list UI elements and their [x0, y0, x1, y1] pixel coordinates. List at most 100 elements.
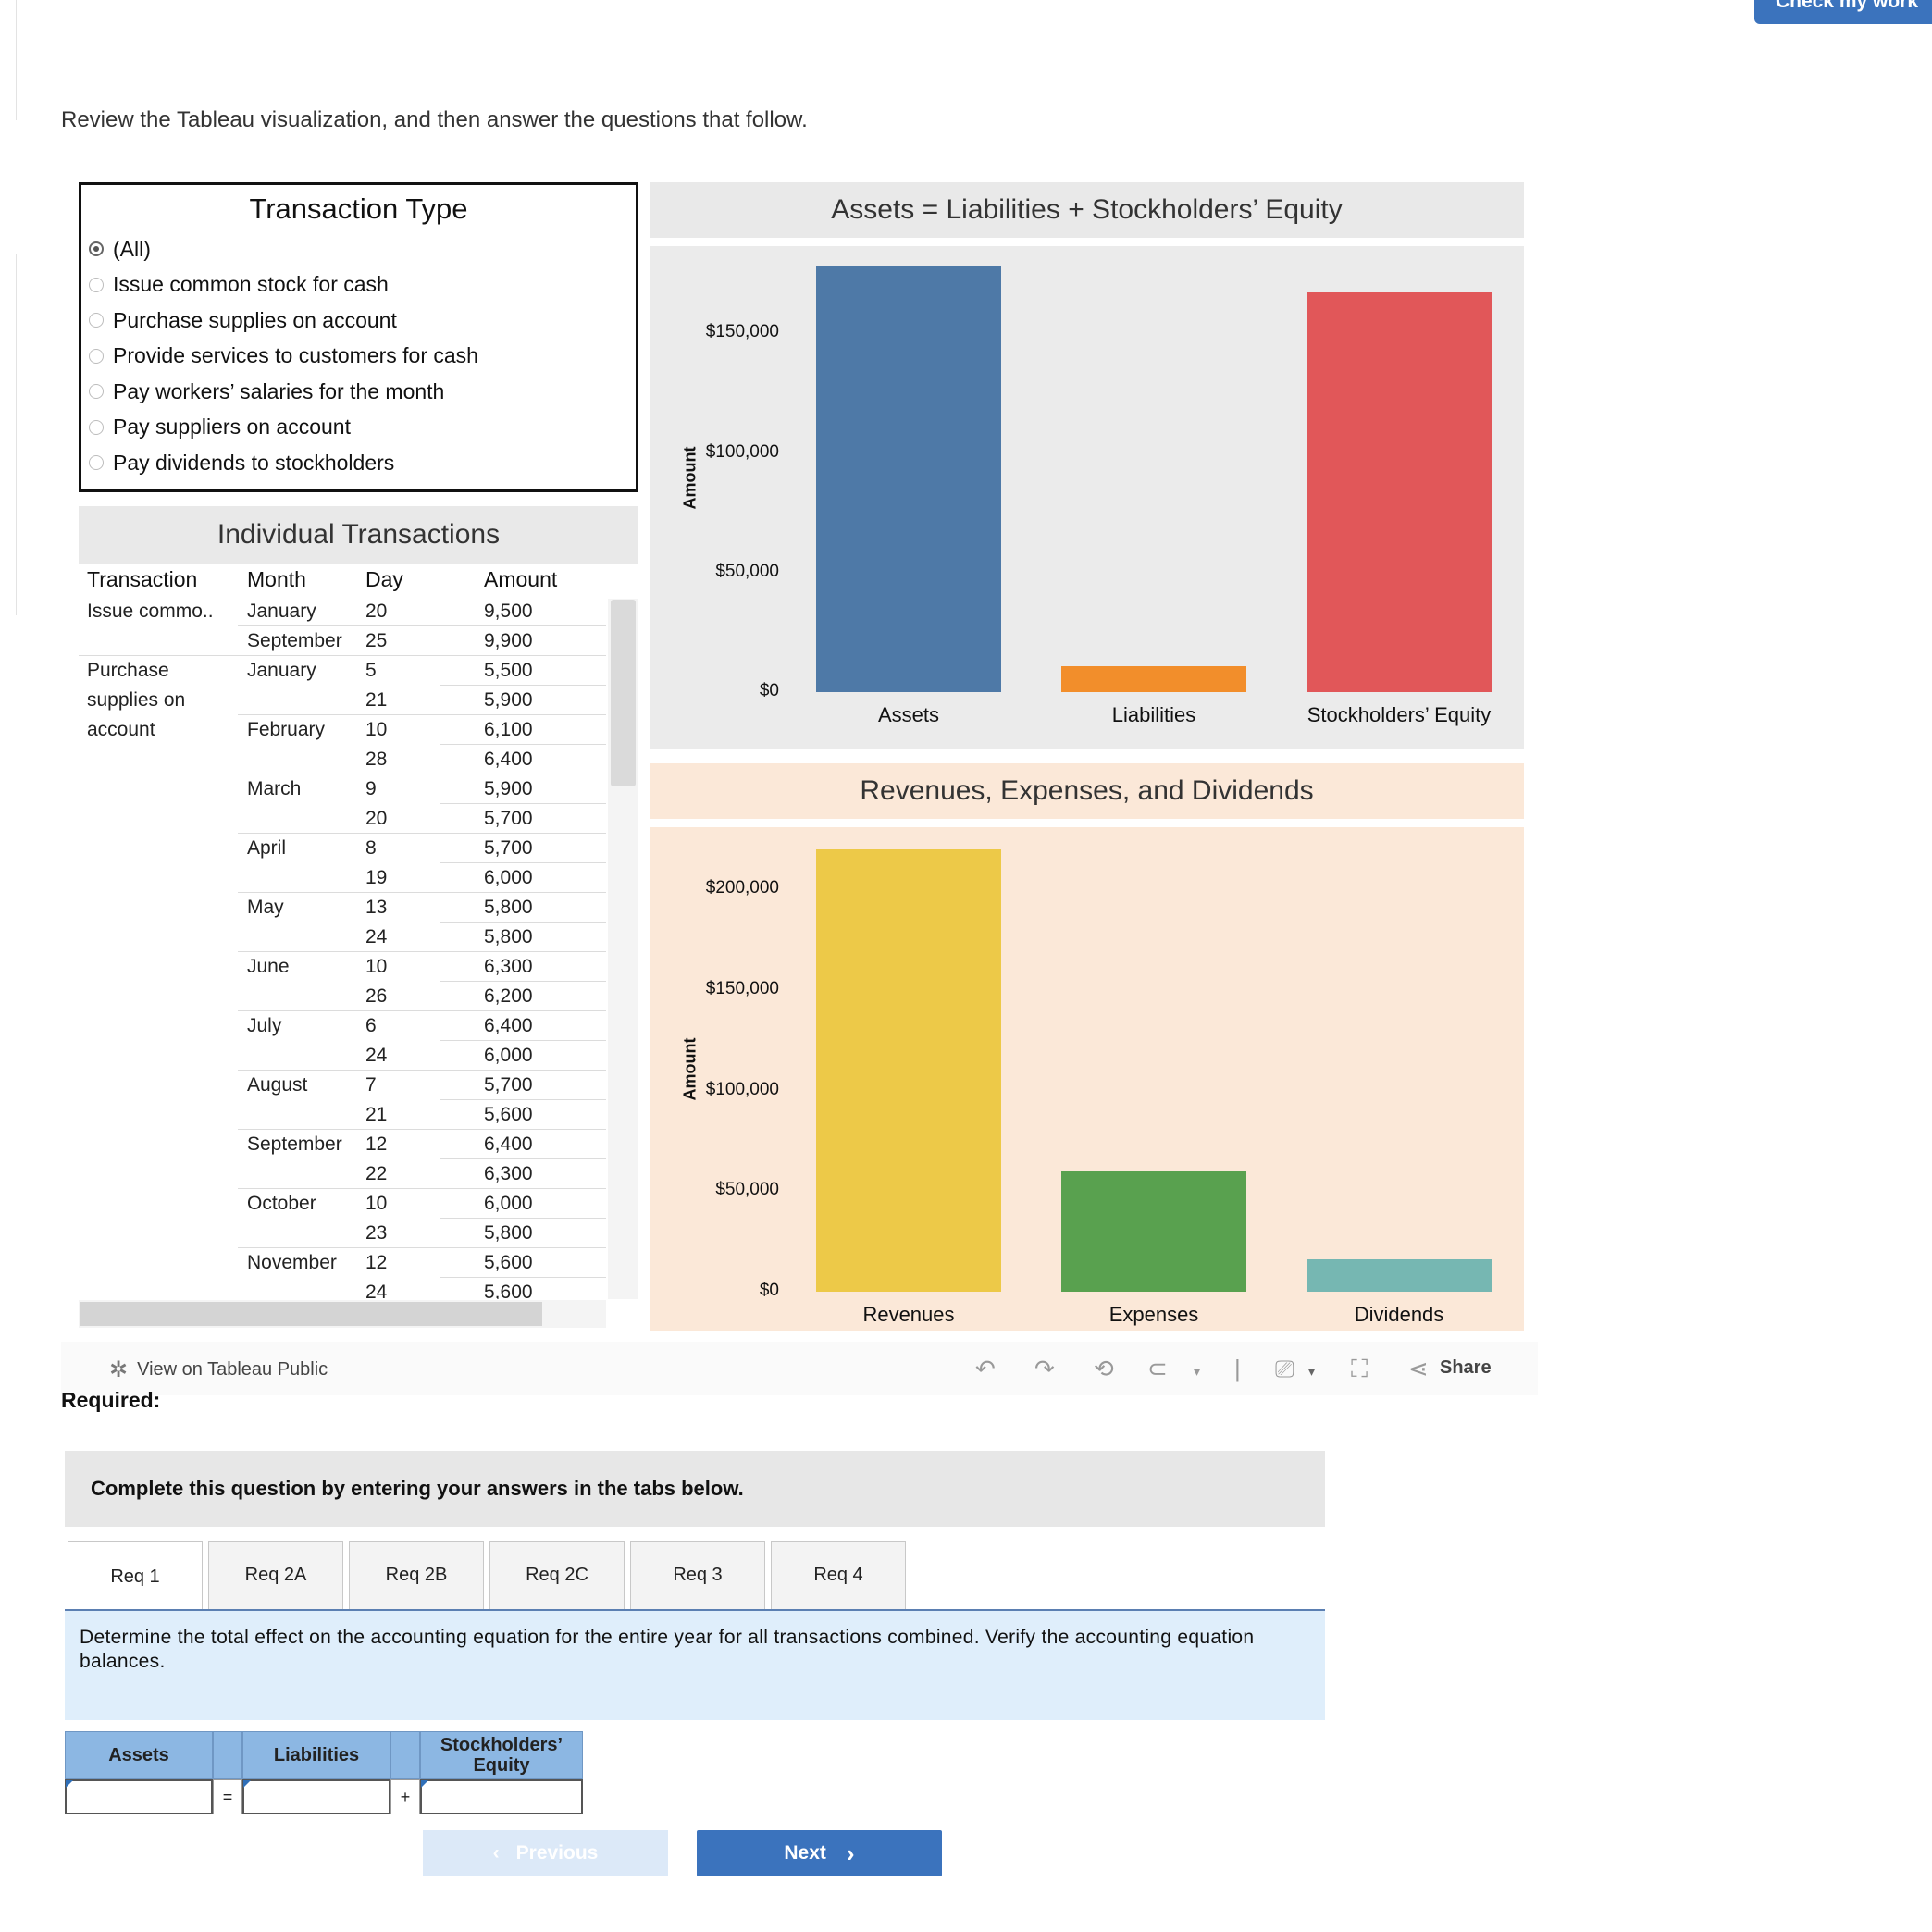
filter-option[interactable]: Pay suppliers on account — [89, 410, 351, 445]
table-cell-amount: 5,800 — [484, 926, 533, 947]
pause-icon[interactable]: ⊂ — [1147, 1355, 1168, 1382]
table-cell-transaction: supplies on — [87, 689, 186, 711]
row-divider — [440, 744, 606, 745]
bar-revenues[interactable] — [816, 849, 1001, 1292]
table-cell-day: 22 — [365, 1163, 388, 1184]
previous-label: Previous — [515, 1842, 599, 1864]
row-divider — [440, 922, 606, 923]
row-divider — [440, 1010, 606, 1011]
tab-req-2b[interactable]: Req 2B — [349, 1541, 484, 1610]
tab-req-2a[interactable]: Req 2A — [208, 1541, 343, 1610]
table-cell-amount: 5,600 — [484, 1104, 533, 1125]
filter-option[interactable]: Pay dividends to stockholders — [89, 445, 394, 480]
table-cell-day: 21 — [365, 689, 388, 711]
table-cell-month: June — [247, 956, 290, 977]
bar-assets[interactable] — [816, 266, 1001, 692]
row-divider — [440, 1188, 606, 1189]
table-cell-amount: 6,200 — [484, 985, 533, 1007]
share-label[interactable]: Share — [1440, 1357, 1492, 1378]
radio-icon[interactable] — [89, 313, 104, 328]
radio-icon[interactable] — [89, 277, 104, 292]
filter-option[interactable]: Provide services to customers for cash — [89, 339, 478, 374]
tab-req-4[interactable]: Req 4 — [771, 1541, 906, 1610]
radio-icon[interactable] — [89, 384, 104, 399]
stockholders-equity-input[interactable] — [420, 1779, 583, 1814]
radio-icon[interactable] — [89, 455, 104, 470]
table-cell-day: 5 — [365, 660, 377, 681]
table-cell-amount: 6,300 — [484, 1163, 533, 1184]
row-divider — [440, 951, 606, 952]
horizontal-scroll-thumb[interactable] — [80, 1302, 542, 1326]
radio-icon[interactable] — [89, 419, 104, 435]
intro-text: Review the Tableau visualization, and th… — [61, 107, 808, 132]
y-tick-label: $100,000 — [705, 1079, 779, 1099]
row-divider — [440, 1040, 606, 1041]
y-tick-label: $0 — [759, 1281, 779, 1300]
column-header-month: Month — [247, 567, 306, 591]
table-cell-amount: 5,900 — [484, 689, 533, 711]
month-divider — [238, 1010, 440, 1011]
radio-icon[interactable] — [89, 348, 104, 364]
transactions-table: Transaction Month Day Amount Issue commo.. Ja… — [79, 564, 638, 1299]
row-divider — [440, 981, 606, 982]
dropdown-caret-icon[interactable]: ▾ — [1194, 1364, 1201, 1379]
tab-underline — [65, 1609, 1325, 1611]
row-divider — [440, 1277, 606, 1278]
filter-option-label: (All) — [113, 236, 151, 261]
vertical-scroll-thumb[interactable] — [611, 600, 636, 786]
bar-dividends[interactable] — [1307, 1259, 1492, 1292]
next-button[interactable]: Next › — [697, 1830, 942, 1876]
bar-liabilities[interactable] — [1061, 665, 1246, 692]
transaction-type-filter: Transaction Type (All) Issue common stock… — [79, 182, 638, 492]
table-cell-day: 20 — [365, 808, 388, 829]
tab-req-1[interactable]: Req 1 — [68, 1541, 203, 1612]
undo-icon[interactable]: ↶ — [975, 1355, 996, 1382]
bar-expenses[interactable] — [1061, 1170, 1246, 1292]
table-cell-day: 12 — [365, 1252, 388, 1273]
bar-stockholders-equity[interactable] — [1307, 292, 1492, 692]
download-caret-icon[interactable]: ▾ — [1308, 1364, 1316, 1379]
table-cell-month: January — [247, 660, 316, 681]
table-cell-amount: 5,600 — [484, 1282, 533, 1299]
filter-option[interactable]: Pay workers’ salaries for the month — [89, 374, 444, 409]
redo-icon[interactable]: ↷ — [1034, 1355, 1055, 1382]
filter-option[interactable]: Purchase supplies on account — [89, 303, 397, 338]
share-icon[interactable]: ⋖ — [1408, 1355, 1429, 1382]
table-cell-amount: 9,500 — [484, 601, 533, 622]
tab-req-3[interactable]: Req 3 — [630, 1541, 765, 1610]
revert-icon[interactable]: ⟲ — [1094, 1355, 1114, 1382]
radio-selected-icon[interactable] — [89, 242, 104, 256]
table-cell-amount: 6,300 — [484, 956, 533, 977]
requirement-instruction-text: Determine the total effect on the accoun… — [80, 1627, 1255, 1672]
filter-option[interactable]: (All) — [89, 231, 151, 266]
column-header-amount: Amount — [484, 567, 558, 591]
table-cell-month: March — [247, 778, 302, 799]
table-cell-day: 28 — [365, 749, 388, 770]
row-divider — [440, 1070, 606, 1071]
table-cell-amount: 5,700 — [484, 837, 533, 859]
plus-sign: + — [390, 1779, 420, 1814]
table-cell-amount: 5,700 — [484, 1074, 533, 1096]
y-tick-label: $150,000 — [705, 979, 779, 999]
table-cell-day: 20 — [365, 601, 388, 622]
month-divider — [238, 1188, 440, 1189]
previous-button[interactable]: ‹ Previous — [423, 1830, 668, 1876]
table-cell-month: October — [247, 1193, 316, 1214]
download-icon[interactable]: ⎚ — [1275, 1355, 1294, 1382]
x-category-label: Revenues — [862, 1303, 955, 1326]
row-divider — [440, 714, 606, 715]
filter-option[interactable]: Issue common stock for cash — [89, 267, 389, 303]
assets-input[interactable] — [65, 1779, 213, 1814]
fullscreen-icon[interactable]: ⛶ — [1351, 1355, 1368, 1382]
liabilities-input[interactable] — [242, 1779, 390, 1814]
check-my-work-button[interactable]: Check my work — [1754, 0, 1932, 24]
y-tick-label: $50,000 — [715, 561, 779, 581]
y-tick-label: $50,000 — [715, 1180, 779, 1200]
table-cell-month: February — [247, 719, 326, 740]
table-cell-month: May — [247, 897, 284, 918]
eq-header-liabilities: Liabilities — [242, 1731, 390, 1779]
table-cell-day: 19 — [365, 867, 388, 888]
tab-req-2c[interactable]: Req 2C — [489, 1541, 625, 1610]
row-divider — [440, 1247, 606, 1248]
view-on-tableau-link[interactable]: ✲ View on Tableau Public — [109, 1356, 328, 1383]
